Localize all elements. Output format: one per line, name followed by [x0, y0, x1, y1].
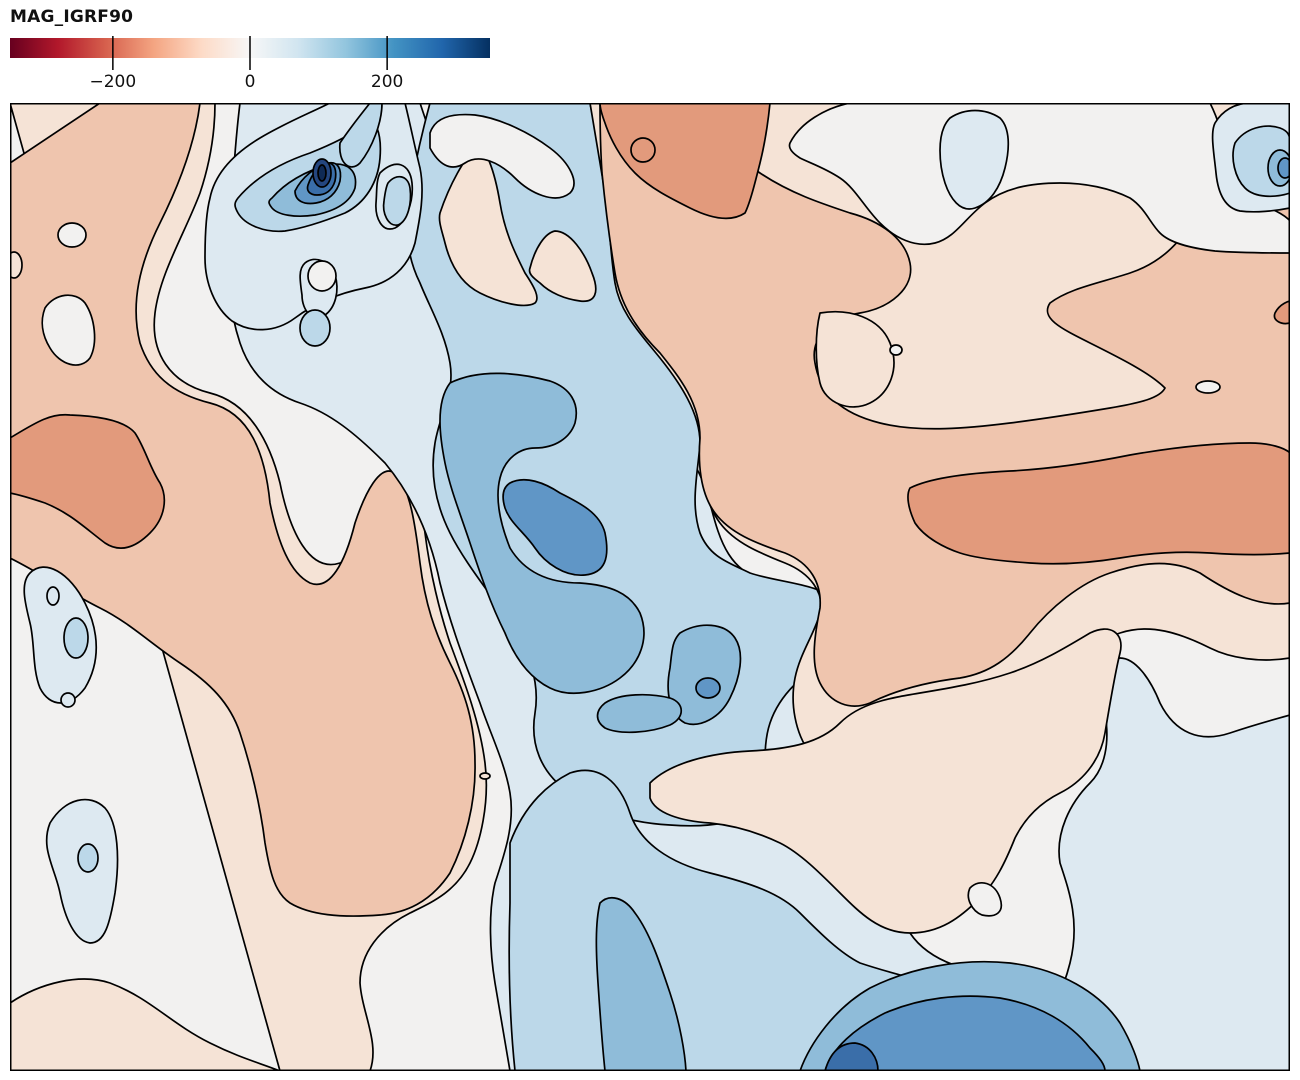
contour-pos350-north — [317, 164, 327, 182]
colorbar-tick-labels: −200 0 200 — [10, 72, 490, 96]
contour-neg150-west — [10, 413, 166, 550]
contour-pos100-southwest — [77, 843, 99, 873]
colorbar — [10, 36, 490, 70]
contour-pos200-mid-south — [695, 677, 721, 699]
contour-neg100-west-core — [10, 103, 476, 917]
contour-neg150-east-band — [907, 442, 1290, 565]
map-frame — [10, 103, 1290, 1071]
colorbar-ticks — [112, 36, 388, 70]
colorbar-tick-label: 0 — [244, 72, 256, 92]
contour-neg50-central-wedge-2 — [528, 230, 597, 303]
contour-pos100-west-coast-3 — [60, 692, 76, 708]
contour-pos200-northeast — [1277, 157, 1290, 179]
contour-neg150-east-edge — [1273, 300, 1290, 325]
colorbar-tick-label: 200 — [370, 72, 404, 92]
contour-pos150-mid-south-2 — [596, 693, 683, 734]
contour-neg200-northeast — [630, 137, 656, 163]
contour-pos150-corridor — [439, 372, 645, 695]
contour-neg-blob-2 — [10, 251, 23, 279]
contour-pos100-west-coast-2 — [46, 586, 60, 606]
contour-pos100-north-lobe — [339, 103, 383, 168]
contour-pos50-southwest — [45, 798, 119, 944]
contour-small-blob-south — [479, 772, 491, 780]
contour-zero-central-wedge — [429, 113, 575, 199]
contour-map — [10, 103, 1290, 1071]
contour-pos50-northeast — [939, 109, 1010, 210]
contour-small-blob-east-1 — [889, 344, 903, 356]
colorbar-title: MAG_IGRF90 — [10, 7, 134, 27]
contour-small-blob-east-2 — [1195, 380, 1221, 394]
contour-zero-southeast-hole — [967, 881, 1003, 917]
contour-pos150-mid-south — [667, 624, 742, 726]
contour-neg150-northeast — [599, 103, 771, 220]
contour-pos200-far-south — [824, 995, 1106, 1071]
contour-pos100-west-coast-1 — [63, 617, 89, 659]
colorbar-tick-label: −200 — [89, 72, 137, 92]
contour-pos250-far-south — [824, 1042, 879, 1071]
contour-pos150-east-lobe — [382, 175, 412, 226]
contour-pos200-core — [502, 478, 608, 576]
contour-pos100-north-3 — [299, 309, 331, 347]
contour-neg50-southeast — [649, 628, 1122, 934]
contour-pos150-far-south — [595, 896, 687, 1071]
contour-neg-blob-3 — [41, 294, 96, 366]
contour-zero-north-hole — [307, 260, 337, 292]
contour-neg50-east-west-notch — [815, 310, 895, 408]
contour-neg-blob-1 — [57, 222, 87, 248]
